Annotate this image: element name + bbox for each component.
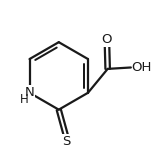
Text: O: O [102,33,112,46]
Text: OH: OH [132,61,152,74]
Text: H: H [20,93,29,106]
Text: S: S [62,135,71,148]
Text: N: N [25,86,34,99]
